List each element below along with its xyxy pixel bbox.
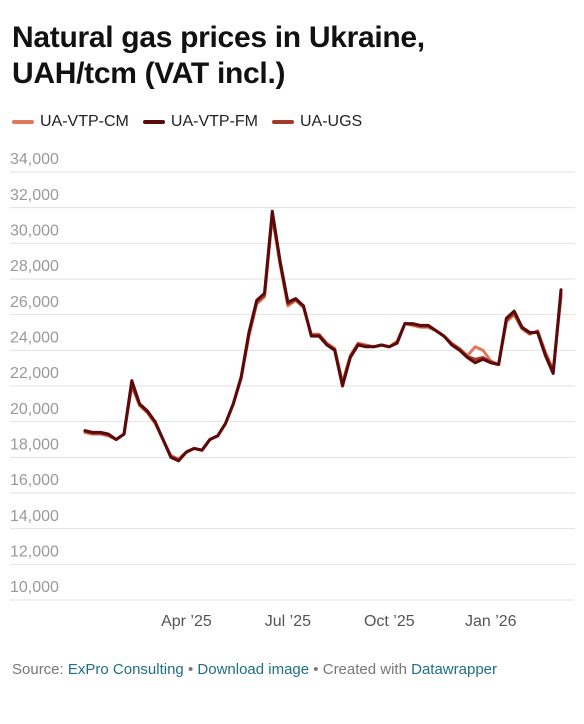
separator: •: [187, 661, 194, 678]
download-link[interactable]: Download image: [197, 661, 310, 678]
legend-label: UA-UGS: [300, 113, 363, 130]
y-tick-label: 18,000: [10, 437, 59, 454]
y-tick-label: 22,000: [10, 365, 59, 382]
legend-item: UA-VTP-FM: [142, 113, 258, 131]
legend-item: UA-VTP-CM: [12, 113, 129, 131]
source-link[interactable]: ExPro Consulting: [67, 661, 184, 678]
y-tick-label: 12,000: [10, 544, 59, 561]
y-tick-label: 34,000: [10, 151, 59, 168]
footer: Source: ExPro Consulting • Download imag…: [12, 661, 497, 678]
created-label: Created with: [322, 661, 407, 678]
y-tick-label: 30,000: [10, 223, 59, 240]
x-tick-label: Jul ’25: [265, 613, 311, 630]
legend-swatch: [272, 120, 294, 124]
tool-link[interactable]: Datawrapper: [411, 661, 498, 678]
x-tick-label: Apr ’25: [161, 613, 212, 630]
legend-label: UA-VTP-CM: [40, 113, 129, 130]
legend-swatch: [142, 120, 165, 124]
x-tick-label: Oct ’25: [364, 613, 415, 630]
y-tick-label: 24,000: [10, 330, 59, 347]
legend: UA-VTP-CM UA-VTP-FM UA-UGS: [12, 113, 362, 131]
legend-label: UA-VTP-FM: [170, 113, 258, 130]
y-tick-label: 16,000: [10, 472, 59, 489]
y-tick-label: 26,000: [10, 294, 59, 311]
series-line: [83, 209, 563, 463]
y-tick-label: 10,000: [10, 579, 59, 596]
chart-title: Natural gas prices in Ukraine, UAH/tcm (…: [12, 21, 425, 90]
y-tick-label: 14,000: [10, 508, 59, 525]
separator: •: [313, 661, 319, 678]
chart: 10,000 12,000 14,000 16,000 18,000 20,000 22,0…: [10, 151, 575, 630]
legend-swatch: [12, 120, 34, 124]
y-tick-label: 20,000: [10, 401, 59, 418]
source-label: Source:: [12, 661, 64, 678]
y-tick-label: 32,000: [10, 187, 59, 204]
legend-item: UA-UGS: [272, 113, 362, 131]
x-tick-label: Jan ’26: [465, 613, 517, 630]
y-tick-label: 28,000: [10, 258, 59, 275]
